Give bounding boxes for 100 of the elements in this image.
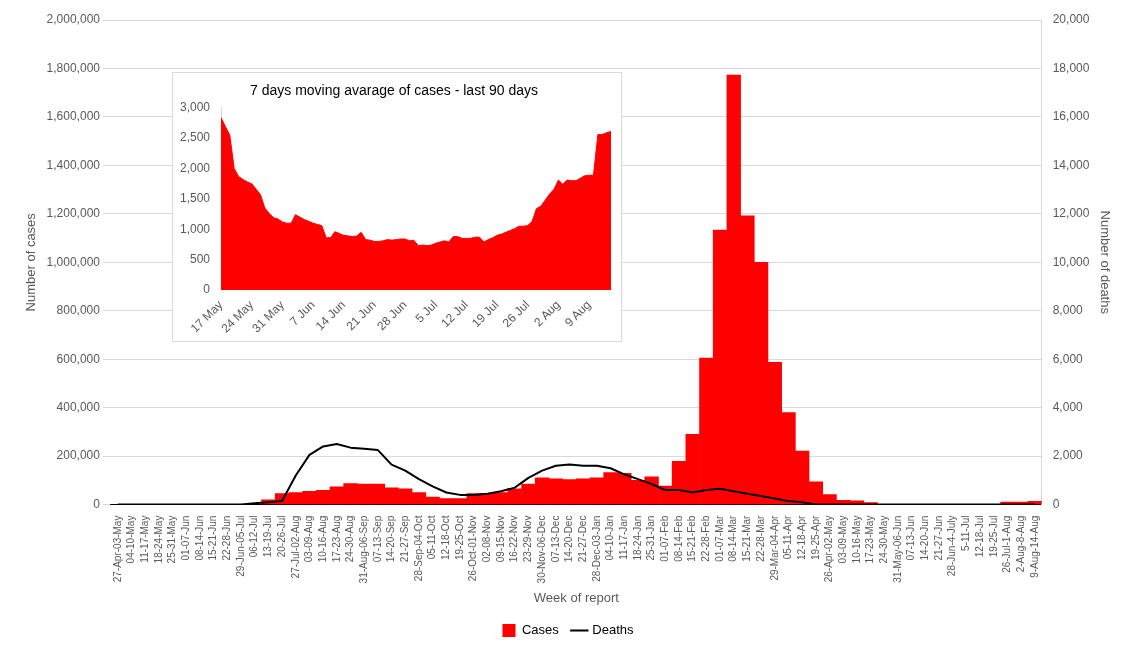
x-tick-label: 19 Jul	[468, 297, 502, 331]
chart-title: 7 days moving avarage of cases - last 90 days	[250, 82, 538, 99]
x-tick-label: 03-09-Aug	[303, 515, 315, 563]
y2-tick-label: 16,000	[1052, 109, 1090, 124]
y-tick-label: 600,000	[56, 351, 101, 366]
x-tick-label: 14-20-Jun	[919, 515, 931, 561]
x-tick-label: 27-Apr-03-May	[111, 515, 123, 583]
y-tick-label: 2,500	[180, 130, 211, 145]
x-tick-label: 15-21-Mar	[741, 514, 753, 562]
x-tick-label: 07-13-Jun	[905, 515, 917, 561]
x-tick-label: 01-07-Feb	[659, 515, 671, 562]
x-tick-label: 21-27-Sep	[399, 515, 410, 563]
x-tick-label: 17-23-Aug	[330, 515, 342, 563]
x-tick-label: 07-13-Sep	[371, 515, 383, 563]
legend-label: Deaths	[592, 622, 635, 638]
x-tick-label: 31-May-06-Jun	[891, 515, 903, 583]
y2-axis-title: Number of deaths	[1097, 210, 1113, 315]
y-tick-label: 800,000	[56, 303, 101, 318]
x-tick-label: 07-13-Dec	[549, 515, 561, 563]
x-tick-label: 26-Apr-02-May	[823, 515, 835, 583]
x-tick-label: 12-18-Apr	[795, 514, 807, 561]
x-tick-label: 05-11-Oct	[426, 515, 438, 560]
y2-tick-label: 8,000	[1052, 303, 1084, 318]
x-tick-label: 29-Jun-05-Jul	[234, 515, 246, 577]
y2-tick-label: 4,000	[1052, 399, 1084, 414]
x-tick-label: 14-20-Sep	[385, 515, 397, 563]
x-tick-label: 04-10-May	[125, 515, 137, 564]
x-tick-label: 28-Sep-04-Oct	[412, 515, 424, 582]
y-tick-label: 400,000	[56, 399, 101, 414]
x-tick-label: 08-14-Feb	[672, 515, 684, 562]
x-tick-label: 14-20-Dec	[563, 515, 575, 563]
x-tick-label: 24-30-May	[878, 515, 890, 564]
x-tick-label: 20-26-Jul	[275, 515, 287, 558]
x-tick-label: 26-Oct-01-Nov	[467, 515, 479, 582]
x-tick-label: 19-25-Oct	[453, 515, 465, 561]
x-tick-label: 18-24-Jan	[631, 515, 643, 561]
y-tick-label: 2,000	[180, 160, 211, 175]
x-tick-label: 28-Jun-4-July	[946, 515, 958, 577]
x-tick-label: 26-Jul-1-Aug	[1001, 515, 1013, 573]
x-tick-label: 24-30-Aug	[344, 515, 356, 563]
x-tick-label: 10-16-May	[850, 515, 862, 564]
y2-tick-label: 20,000	[1052, 12, 1090, 27]
x-tick-label: 18-24-May	[152, 515, 164, 564]
x-tick-label: 15-21-Feb	[686, 515, 698, 562]
x-tick-label: 01-07-Mar	[713, 514, 725, 562]
x-tick-label: 25-31-Jan	[645, 515, 657, 561]
x-tick-label: 31-Aug-06-Sep	[357, 515, 369, 584]
x-tick-label: 10-16-Aug	[316, 515, 328, 563]
x-tick-label: 08-14-Mar	[727, 514, 739, 562]
x-tick-label: 13-19-Jul	[262, 515, 274, 558]
x-tick-label: 12-18-Jul	[973, 515, 985, 558]
x-tick-label: 30-Nov-06-Dec	[535, 515, 547, 584]
x-tick-label: 11-17-Jan	[618, 515, 629, 560]
x-tick-label: 5 Jul	[412, 297, 441, 326]
x-tick-label: 2-Aug-8-Aug	[1014, 515, 1026, 573]
x-tick-label: 21-27-Jun	[932, 515, 944, 561]
y-tick-label: 0	[93, 496, 101, 511]
x-tick-label: 22-28-Mar	[754, 514, 766, 562]
x-tick-label: 09-15-Nov	[494, 515, 506, 563]
x-tick-label: 02-08-Nov	[481, 515, 493, 563]
y2-tick-label: 10,000	[1052, 254, 1090, 269]
x-tick-label: 17-23-May	[864, 515, 876, 564]
y-tick-label: 1,000,000	[46, 254, 101, 269]
y-tick-label: 1,600,000	[46, 109, 101, 124]
x-tick-label: 12-18-Oct	[440, 515, 452, 561]
y2-tick-label: 12,000	[1052, 206, 1090, 221]
x-tick-label: 05-11-Apr	[782, 514, 794, 560]
y-tick-label: 1,400,000	[46, 157, 101, 172]
y2-tick-label: 2,000	[1052, 448, 1084, 463]
x-tick-label: 03-09-May	[836, 515, 848, 564]
x-tick-label: 5-11-Jul	[960, 515, 972, 551]
y2-tick-label: 18,000	[1052, 60, 1090, 75]
x-tick-label: 27-Jul-02-Aug	[289, 515, 301, 579]
y-tick-label: 0	[203, 282, 211, 297]
y-tick-label: 2,000,000	[46, 12, 101, 27]
x-tick-label: 11-17-May	[138, 515, 150, 563]
x-tick-label: 28-Dec-03-Jan	[590, 515, 602, 582]
y-tick-label: 200,000	[56, 448, 101, 463]
x-tick-label: 22-28-Feb	[700, 515, 712, 562]
x-tick-label: 23-29-Nov	[522, 515, 534, 563]
y-tick-label: 1,800,000	[46, 60, 101, 75]
y2-tick-label: 14,000	[1052, 157, 1090, 172]
x-tick-label: 9 Aug	[561, 297, 594, 330]
y2-tick-label: 6,000	[1052, 351, 1084, 366]
x-tick-label: 01-07-Jun	[180, 515, 192, 561]
y-tick-label: 1,500	[180, 191, 211, 206]
x-axis-title: Week of report	[533, 589, 620, 605]
y2-tick-label: 0	[1052, 496, 1060, 511]
x-tick-label: 04-10-Jan	[604, 515, 616, 561]
y-axis-title: Number of cases	[23, 212, 39, 312]
x-tick-label: 12 Jul	[438, 297, 471, 331]
x-tick-label: 9-Aug-14-Aug	[1028, 515, 1040, 578]
x-tick-label: 15-21-Jun	[207, 515, 219, 561]
x-tick-label: 19-25-Apr	[809, 514, 821, 561]
x-tick-label: 08-14-Jun	[193, 515, 205, 561]
y-tick-label: 1,000	[180, 221, 211, 236]
legend-label: Cases	[521, 622, 560, 638]
x-tick-label: 25-31-May	[166, 515, 178, 564]
x-tick-label: 06-12-Jul	[248, 515, 260, 558]
x-tick-label: 19-25-Jul	[987, 515, 999, 558]
